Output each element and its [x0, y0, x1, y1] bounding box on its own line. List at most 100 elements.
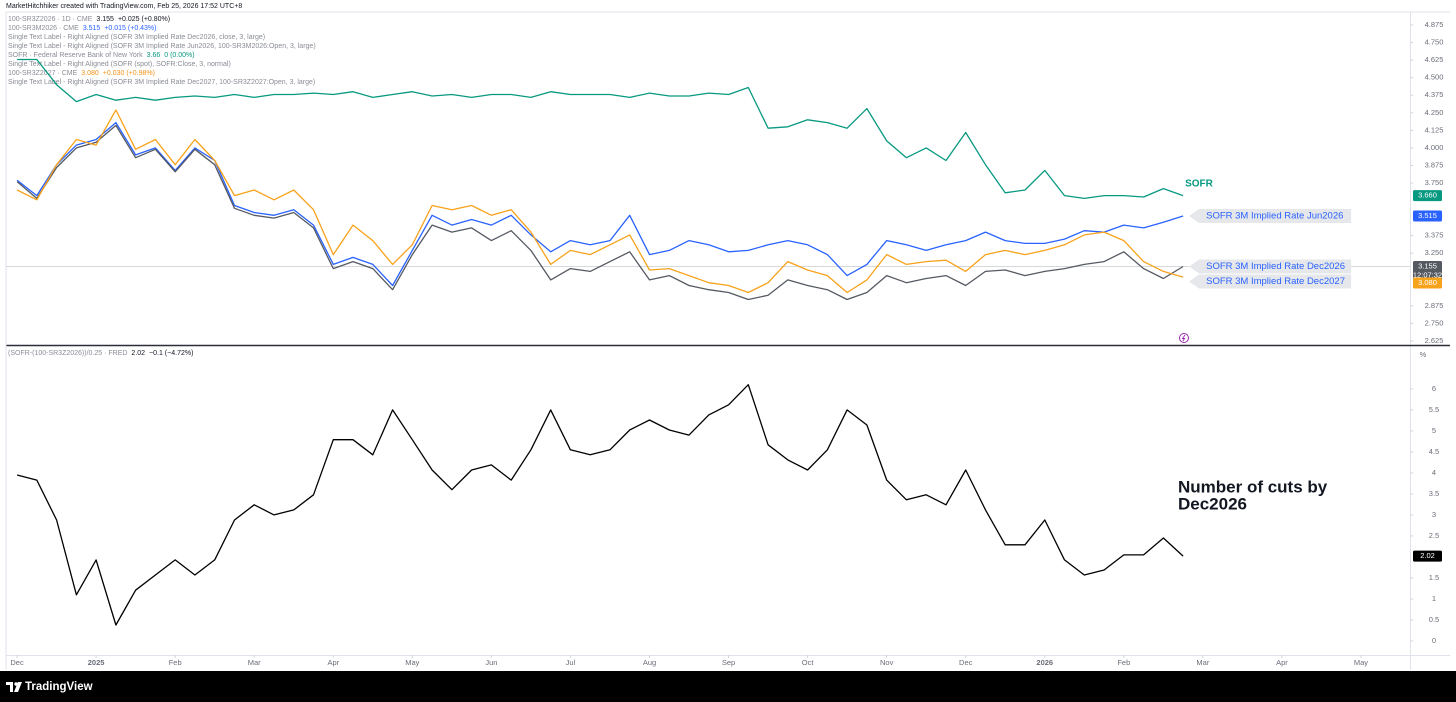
legend-name: 100-SR3Z2026 · 1D · CME [8, 16, 93, 23]
legend-name: Single Text Label - Right Aligned (SOFR … [8, 34, 265, 41]
footer-logo [6, 682, 22, 692]
callout-label: SOFR 3M Implied Rate Dec2027 [1206, 276, 1345, 287]
y-tick-label: 5.5 [1429, 405, 1439, 414]
x-tick-label: Aug [643, 658, 656, 667]
y-tick-label: 4.5 [1429, 447, 1439, 456]
y-tick-label: 2.750 [1425, 318, 1444, 327]
series-line [16, 121, 1184, 287]
annotation: Number of cuts by [1178, 477, 1328, 496]
series-line [16, 124, 1184, 301]
legend-change: 0 (0.00%) [164, 52, 194, 59]
icon-bolt[interactable] [1181, 334, 1186, 342]
x-tick-label: Oct [802, 658, 815, 667]
price-label: 3.515 [1418, 211, 1437, 220]
y-tick-label: 4.750 [1425, 38, 1444, 47]
y-tick-label: 4.125 [1425, 125, 1444, 134]
y-tick-label: 2.875 [1425, 301, 1444, 310]
x-tick-label: Dec [10, 658, 24, 667]
y-tick-label: 1.5 [1429, 573, 1439, 582]
legend-value: 2.02 [131, 350, 145, 357]
y-tick-label: 3.5 [1429, 489, 1439, 498]
x-tick-label: Nov [880, 658, 894, 667]
callout-box [1189, 259, 1352, 274]
x-tick-label: Mar [1196, 658, 1209, 667]
y-tick-label: 4.500 [1425, 73, 1444, 82]
callout-box [1189, 208, 1352, 223]
price-box [1413, 210, 1442, 222]
logo-part [6, 682, 13, 692]
y-tick-label: 0 [1432, 636, 1436, 645]
y-unit: % [1420, 350, 1427, 359]
x-tick-label: Dec [959, 658, 973, 667]
legend-name: 100-SR3Z2027 · CME [8, 70, 78, 77]
legend-name: Single Text Label - Right Aligned (SOFR … [8, 61, 231, 68]
x-tick-label: Feb [1117, 658, 1130, 667]
replay-icon[interactable] [1179, 333, 1189, 343]
y-tick-label: 2.5 [1429, 531, 1439, 540]
legend-change: −0.1 (−4.72%) [149, 350, 193, 357]
legend-value: 3.155 [96, 16, 114, 23]
x-tick-label: Jul [566, 658, 576, 667]
y-tick-label: 4.375 [1425, 90, 1444, 99]
x-tick-label: May [405, 658, 419, 667]
y-tick-label: 3.250 [1425, 248, 1444, 257]
y-tick-label: 2.625 [1425, 336, 1444, 345]
price-box [1413, 550, 1442, 562]
callout-label: SOFR 3M Implied Rate Jun2026 [1206, 210, 1343, 221]
callout-box [1189, 274, 1352, 289]
x-tick-label: Apr [327, 658, 339, 667]
x-tick-label: May [1354, 658, 1368, 667]
icon-circle[interactable] [1179, 333, 1189, 343]
logo-part [14, 682, 18, 686]
y-tick-label: 4.625 [1425, 55, 1444, 64]
x-tick-label: 2026 [1036, 658, 1053, 667]
price-box [1413, 190, 1442, 202]
legend-name: 100-SR3M2026 · CME [8, 25, 79, 32]
callout-label: SOFR 3M Implied Rate Dec2026 [1206, 261, 1345, 272]
annotation: Dec2026 [1178, 494, 1247, 513]
legend-value: 3.66 [147, 52, 161, 59]
legend-name: Single Text Label - Right Aligned (SOFR … [8, 79, 315, 86]
x-tick-label: Sep [722, 658, 735, 667]
x-tick-label: Jun [485, 658, 497, 667]
x-tick-label: Mar [248, 658, 261, 667]
header-text: MarketHitchhiker created with TradingVie… [6, 3, 242, 10]
x-tick-label: 2025 [88, 658, 105, 667]
legend-name: (SOFR-(100-SR3Z2026))/0.25 · FRED [8, 350, 127, 357]
series-line [16, 109, 1184, 294]
y-tick-label: 6 [1432, 384, 1436, 393]
legend-name: Single Text Label - Right Aligned (SOFR … [8, 43, 316, 50]
series-label: SOFR [1185, 178, 1214, 189]
price-label: 3.660 [1418, 191, 1437, 200]
y-tick-label: 3.875 [1425, 160, 1444, 169]
series-line [16, 384, 1184, 626]
y-tick-label: 4.875 [1425, 20, 1444, 29]
y-tick-label: 4.250 [1425, 108, 1444, 117]
price-label: 2.02 [1420, 551, 1435, 560]
y-tick-label: 4.000 [1425, 143, 1444, 152]
price-label: 3.155 [1418, 262, 1437, 271]
footer-bar [0, 671, 1456, 702]
countdown-label: 12:07:32 [1413, 271, 1442, 280]
y-tick-label: 4 [1432, 468, 1436, 477]
legend-name: SOFR · Federal Reserve Bank of New York [8, 52, 143, 59]
y-tick-label: 5 [1432, 426, 1436, 435]
y-tick-label: 1 [1432, 594, 1436, 603]
y-tick-label: 3.750 [1425, 178, 1444, 187]
legend-change: +0.015 (+0.43%) [104, 25, 156, 32]
price-box [1413, 277, 1442, 289]
y-tick-label: 3 [1432, 510, 1436, 519]
logo-part [14, 682, 22, 692]
series-line [17, 58, 1184, 200]
x-tick-label: Feb [169, 658, 182, 667]
legend-value: 3.515 [83, 25, 101, 32]
price-box [1413, 261, 1442, 282]
y-tick-label: 0.5 [1429, 615, 1439, 624]
price-label: 3.080 [1418, 278, 1437, 287]
footer-brand: TradingView [25, 681, 93, 693]
legend-value: 3.080 [81, 70, 99, 77]
y-tick-label: 3.375 [1425, 231, 1444, 240]
